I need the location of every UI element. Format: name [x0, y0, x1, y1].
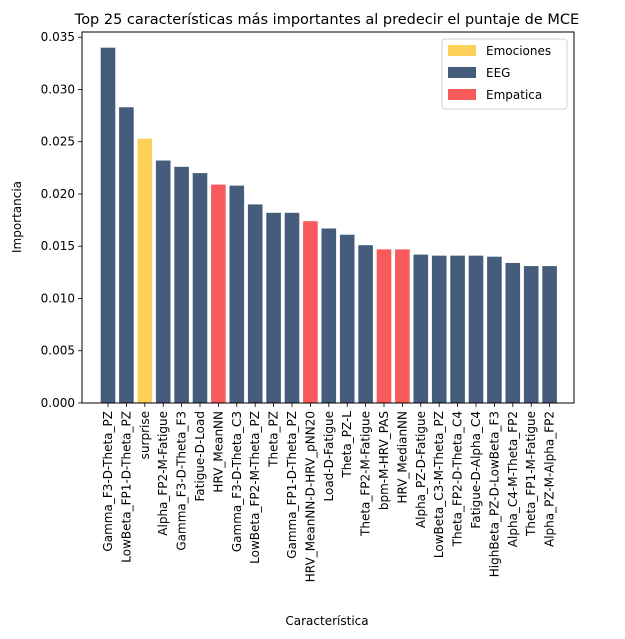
- bars-group: [100, 47, 557, 404]
- x-tick-label-11: HRV_MeanNN-D-HRV_pNN20: [303, 411, 317, 582]
- x-axis: Gamma_F3-D-Theta_PZ LowBeta_FP1-D-Theta_P…: [101, 403, 557, 582]
- bar-1: [119, 107, 134, 403]
- bar-15: [376, 249, 392, 403]
- y-tick-label-4: 0.020: [41, 187, 75, 201]
- bar-10: [284, 212, 300, 403]
- y-tick-label-5: 0.025: [41, 135, 75, 149]
- x-tick-label-3: Alpha_FP2-M-Fatigue: [156, 411, 170, 536]
- plot-frame: [81, 31, 575, 404]
- bar-19: [450, 255, 465, 403]
- bar-6: [211, 184, 226, 403]
- x-tick-label-24: Alpha_PZ-M-Alpha_FP2: [543, 411, 557, 547]
- bar-20: [468, 255, 484, 403]
- bar-9: [266, 212, 281, 403]
- x-tick-label-22: Alpha_C4-M-Theta_FP2: [506, 411, 520, 547]
- x-tick-label-8: LowBeta_FP2-M-Theta_PZ: [248, 411, 262, 564]
- bar-23: [523, 266, 539, 403]
- bar-21: [487, 256, 502, 403]
- legend-swatch-eeg: [448, 67, 476, 78]
- bar-2: [137, 138, 153, 403]
- x-tick-label-12: Load-D-Fatigue: [322, 411, 336, 502]
- x-tick-label-9: Theta_PZ: [267, 411, 281, 468]
- y-tick-label-7: 0.035: [41, 30, 75, 44]
- x-tick-label-18: LowBeta_C3-M-Theta_PZ: [432, 411, 446, 558]
- legend-label-empatica: Empatica: [486, 88, 542, 102]
- x-tick-label-15: bpm-M-HRV_PAS: [377, 411, 391, 510]
- bar-13: [339, 234, 355, 403]
- bar-14: [358, 245, 373, 403]
- bar-16: [395, 249, 410, 403]
- x-tick-label-19: Theta_FP2-D-Theta_C4: [451, 411, 465, 547]
- x-tick-label-14: Theta_FP2-M-Fatigue: [359, 411, 373, 537]
- x-tick-label-10: Gamma_FP1-D-Theta_PZ: [285, 411, 299, 559]
- x-tick-label-17: Alpha_PZ-D-Fatigue: [414, 411, 428, 528]
- x-tick-label-1: LowBeta_FP1-D-Theta_PZ: [119, 411, 133, 563]
- bar-22: [505, 262, 521, 403]
- legend: Emociones EEG Empatica: [441, 38, 568, 110]
- x-tick-label-21: HighBeta_PZ-D-LowBeta_F3: [487, 411, 501, 577]
- bar-12: [321, 228, 337, 403]
- bar-24: [542, 266, 557, 403]
- x-axis-label: Característica: [285, 614, 368, 628]
- bar-11: [303, 221, 318, 403]
- x-tick-label-20: Fatigue-D-Alpha_C4: [469, 411, 483, 529]
- legend-label-emociones: Emociones: [486, 44, 551, 58]
- chart-title: Top 25 características más importantes a…: [74, 12, 579, 28]
- y-axis: 0.000 0.005 0.010 0.015 0.020 0.025 0.030 0.035: [41, 30, 82, 410]
- x-tick-label-23: Theta_FP1-M-Fatigue: [524, 411, 538, 537]
- y-tick-label-3: 0.015: [41, 239, 75, 253]
- bar-3: [155, 160, 171, 403]
- x-tick-label-5: Fatigue-D-Load: [193, 411, 207, 502]
- bar-8: [247, 204, 263, 403]
- bar-7: [229, 185, 245, 403]
- x-tick-label-13: Theta_PZ-L: [340, 411, 354, 479]
- legend-label-eeg: EEG: [486, 66, 510, 80]
- x-tick-label-0: Gamma_F3-D-Theta_PZ: [101, 411, 115, 552]
- x-tick-label-4: Gamma_F3-D-Theta_F3: [175, 411, 189, 551]
- x-tick-label-7: Gamma_F3-D-Theta_C3: [230, 411, 244, 552]
- y-tick-label-0: 0.000: [41, 396, 75, 410]
- x-tick-label-2: surprise: [138, 411, 152, 459]
- x-tick-label-16: HRV_MedianNN: [395, 411, 409, 504]
- bar-17: [413, 254, 429, 403]
- bar-0: [100, 47, 116, 404]
- y-tick-label-6: 0.030: [41, 82, 75, 96]
- bar-5: [192, 173, 208, 403]
- bar-18: [431, 255, 447, 403]
- legend-swatch-empatica: [448, 89, 476, 100]
- x-tick-label-6: HRV_MeanNN: [211, 411, 225, 493]
- y-tick-label-2: 0.010: [41, 291, 75, 305]
- y-tick-label-1: 0.005: [41, 344, 75, 358]
- bar-4: [174, 166, 189, 403]
- legend-swatch-emociones: [448, 45, 476, 56]
- y-axis-label: Importancia: [10, 181, 24, 253]
